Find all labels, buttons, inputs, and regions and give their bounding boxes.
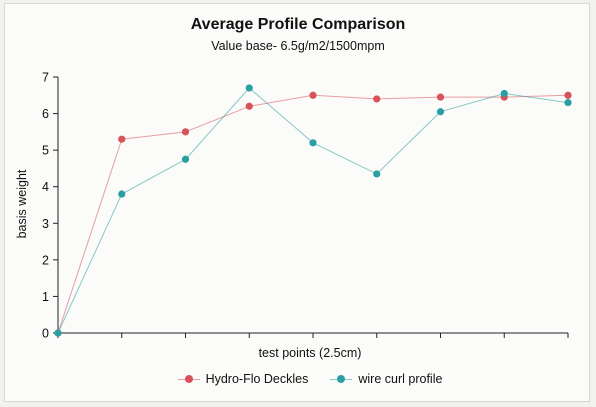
y-tick-label: 1 <box>42 290 49 304</box>
legend-item-series-1: Hydro-Flo Deckles <box>177 372 309 386</box>
data-point-series-2 <box>436 108 445 116</box>
data-point-series-1 <box>245 102 253 110</box>
data-point-series-2 <box>564 99 572 107</box>
series-line-2 <box>57 87 569 334</box>
legend-marker-series-1 <box>177 374 200 384</box>
chart-subtitle: Value base- 6.5g/m2/1500mpm <box>211 39 385 53</box>
data-point-series-2 <box>500 89 508 98</box>
series-line-1 <box>57 94 569 334</box>
y-axis-label: basis weight <box>15 169 29 239</box>
data-point-series-2 <box>118 190 126 198</box>
legend-label-series-2: wire curl profile <box>358 372 443 386</box>
legend-item-series-2: wire curl profile <box>330 372 442 386</box>
y-tick-label: 4 <box>42 180 49 194</box>
data-point-series-2 <box>373 170 381 178</box>
y-tick-label: 5 <box>42 144 49 158</box>
y-tick-label: 7 <box>42 71 49 85</box>
data-point-series-1 <box>373 95 381 103</box>
y-tick-label: 0 <box>42 327 49 341</box>
legend-label-series-1: Hydro-Flo Deckles <box>205 372 309 386</box>
legend: Hydro-Flo Deckles wire curl profile <box>0 372 596 386</box>
y-tick-label: 3 <box>42 217 49 231</box>
data-point-series-2 <box>309 139 317 147</box>
data-point-series-2 <box>181 155 190 163</box>
data-point-series-2 <box>245 84 253 92</box>
chart-frame <box>4 3 590 402</box>
y-tick-label: 6 <box>42 107 49 121</box>
data-point-series-1 <box>309 91 317 99</box>
data-point-series-1 <box>564 91 572 99</box>
data-point-series-1 <box>436 93 445 101</box>
y-tick-label: 2 <box>42 253 49 267</box>
data-point-series-1 <box>181 128 190 136</box>
data-point-series-2 <box>54 329 62 337</box>
x-axis-label: test points (2.5cm) <box>258 346 362 360</box>
chart-title: Average Profile Comparison <box>190 16 406 33</box>
legend-marker-series-2 <box>330 374 353 384</box>
data-point-series-1 <box>118 135 126 143</box>
